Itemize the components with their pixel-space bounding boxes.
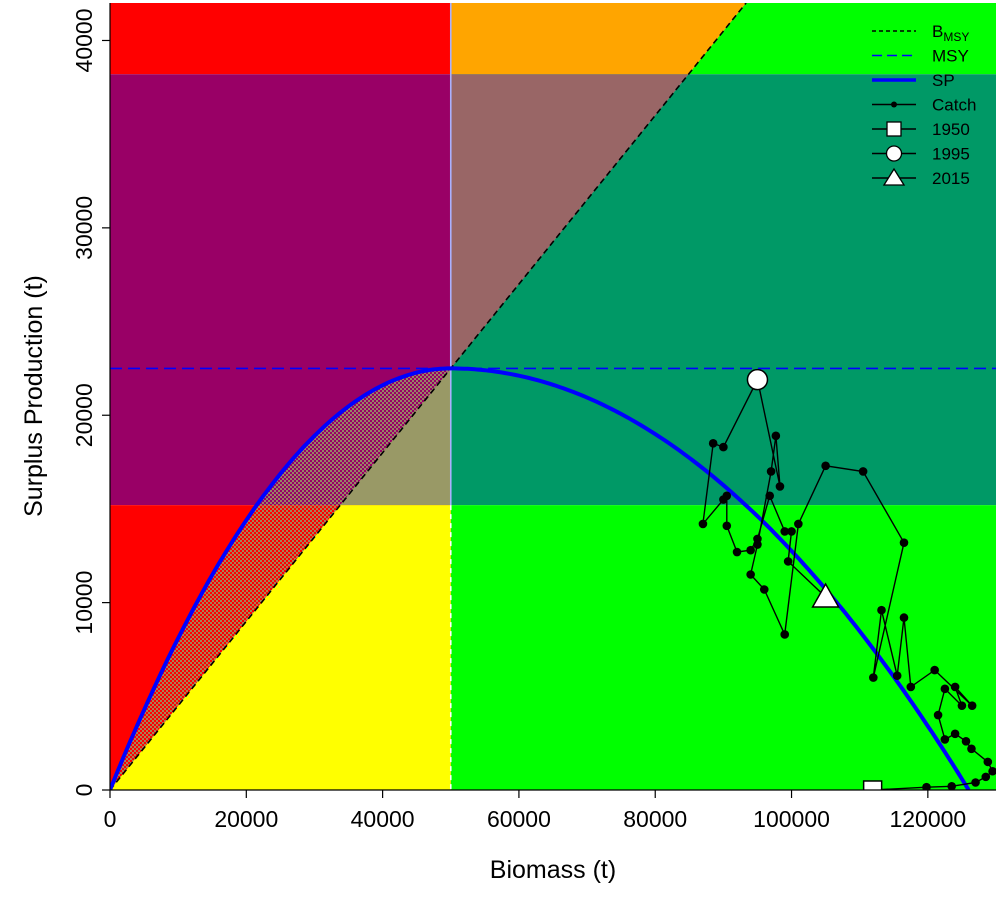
catch-point: [983, 757, 993, 767]
catch-point: [722, 491, 732, 501]
catch-point: [940, 684, 950, 694]
catch-point: [719, 442, 728, 452]
legend-label: 1950: [932, 120, 970, 139]
catch-point: [787, 527, 796, 536]
x-tick-label: 0: [104, 806, 117, 832]
catch-point: [869, 673, 878, 682]
catch-point: [906, 682, 916, 692]
legend-marker: [891, 101, 897, 108]
catch-point: [947, 781, 956, 790]
catch-point: [930, 665, 939, 675]
x-tick-label: 80000: [623, 806, 687, 832]
legend-label-subscript: MSY: [943, 30, 969, 44]
x-tick-label: 40000: [351, 806, 415, 832]
catch-point: [766, 467, 776, 476]
catch-point: [877, 605, 886, 615]
catch-point: [892, 671, 902, 680]
legend-label: 2015: [932, 169, 970, 188]
axes: 0 20000 40000 60000 80000 100000 120000 0 10000…: [71, 3, 996, 832]
legend-label: MSY: [932, 47, 969, 66]
catch-point: [759, 585, 769, 594]
legend-label: SP: [932, 71, 955, 90]
legend-entry-msy: MSY: [872, 47, 969, 66]
y-axis-title: Surplus Production (t): [20, 275, 48, 517]
marker-2015: [811, 582, 840, 608]
catch-point: [940, 735, 950, 744]
region-bottom-under-diagonal: [110, 505, 451, 790]
legend-label: Catch: [932, 96, 976, 115]
x-axis-ticks: 0 20000 40000 60000 80000 100000 120000: [104, 790, 966, 832]
legend-label: 1995: [932, 145, 970, 164]
x-axis-title: Biomass (t): [490, 856, 616, 884]
y-tick-label: 0: [71, 784, 97, 797]
catch-point: [988, 766, 996, 776]
catch-point: [922, 782, 931, 790]
legend-marker: [882, 167, 906, 186]
catch-point: [746, 545, 755, 555]
catch-point: [746, 570, 755, 579]
y-tick-label: 10000: [71, 571, 97, 635]
catch-point: [753, 534, 762, 544]
catch-point: [950, 729, 960, 739]
y-axis-ticks: 0 10000 20000 30000 40000: [71, 8, 110, 796]
catch-point: [722, 521, 732, 531]
catch-point: [957, 701, 967, 710]
catch-point: [971, 778, 980, 787]
catch-point: [981, 772, 991, 782]
catch-point: [933, 710, 943, 720]
catch-point: [771, 431, 781, 441]
catch-point: [780, 527, 790, 536]
region-top-left: [110, 3, 451, 75]
x-tick-label: 60000: [487, 806, 551, 832]
legend-entry-2015: 2015: [872, 167, 970, 188]
catch-point: [708, 439, 718, 448]
y-tick-label: 20000: [71, 383, 97, 447]
catch-point: [950, 682, 960, 692]
marker-1995: [746, 368, 769, 391]
catch-point: [783, 557, 793, 566]
marker-1950: [862, 780, 883, 790]
catch-point: [698, 519, 708, 529]
kobe-regions: [110, 3, 996, 790]
catch-point: [899, 538, 909, 547]
replacement-diagonal: [110, 3, 747, 790]
catch-point: [765, 491, 775, 501]
legend-marker: [885, 145, 903, 162]
year-markers: [746, 368, 883, 790]
catch-point: [899, 613, 909, 622]
x-tick-label: 20000: [214, 806, 278, 832]
catch-point: [961, 736, 971, 746]
plot-area: [110, 3, 996, 790]
catch-point: [780, 630, 790, 639]
region-bottom-right: [450, 505, 996, 790]
catch-point: [967, 744, 976, 754]
legend-entry-catch: Catch: [872, 96, 976, 115]
catch-point: [821, 461, 830, 471]
catch-point: [967, 701, 977, 710]
y-tick-label: 30000: [71, 196, 97, 260]
x-tick-label: 120000: [889, 806, 966, 832]
catch-point: [775, 482, 785, 491]
legend-entry-1950: 1950: [872, 120, 970, 139]
region-top-under-diagonal: [450, 3, 747, 75]
catch-point: [858, 467, 868, 476]
y-tick-label: 40000: [71, 8, 97, 72]
catch-point: [794, 519, 803, 529]
legend-entry-sp: SP: [872, 71, 955, 90]
legend-entry-1995: 1995: [872, 145, 970, 164]
x-tick-label: 100000: [753, 806, 830, 832]
catch-point: [732, 547, 742, 557]
legend-marker: [886, 121, 902, 137]
